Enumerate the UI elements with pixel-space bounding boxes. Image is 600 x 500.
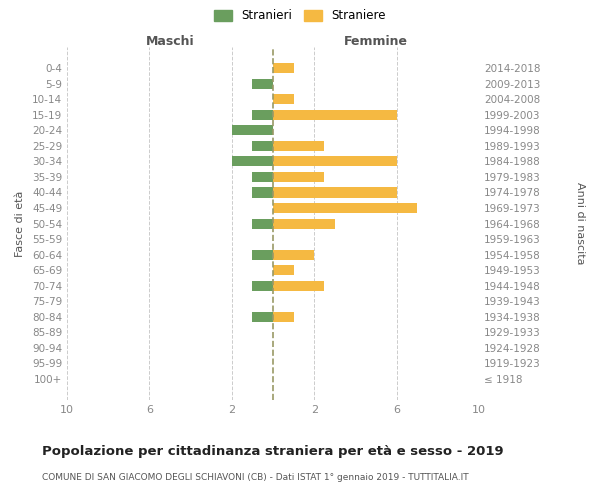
- Bar: [273, 110, 397, 120]
- Bar: [273, 156, 397, 166]
- Bar: [232, 126, 273, 136]
- Bar: [273, 203, 417, 213]
- Bar: [273, 218, 335, 228]
- Bar: [273, 94, 293, 104]
- Bar: [273, 312, 293, 322]
- Text: Popolazione per cittadinanza straniera per età e sesso - 2019: Popolazione per cittadinanza straniera p…: [42, 445, 503, 458]
- Bar: [253, 312, 273, 322]
- Bar: [253, 172, 273, 182]
- Y-axis label: Fasce di età: Fasce di età: [15, 190, 25, 257]
- Legend: Stranieri, Straniere: Stranieri, Straniere: [211, 6, 389, 26]
- Bar: [232, 156, 273, 166]
- Bar: [253, 188, 273, 198]
- Bar: [253, 110, 273, 120]
- Bar: [253, 250, 273, 260]
- Bar: [273, 280, 325, 291]
- Bar: [273, 172, 325, 182]
- Bar: [273, 250, 314, 260]
- Y-axis label: Anni di nascita: Anni di nascita: [575, 182, 585, 265]
- Bar: [253, 280, 273, 291]
- Bar: [253, 78, 273, 88]
- Bar: [253, 218, 273, 228]
- Text: Maschi: Maschi: [146, 35, 194, 48]
- Bar: [273, 265, 293, 276]
- Text: COMUNE DI SAN GIACOMO DEGLI SCHIAVONI (CB) - Dati ISTAT 1° gennaio 2019 - TUTTIT: COMUNE DI SAN GIACOMO DEGLI SCHIAVONI (C…: [42, 472, 469, 482]
- Bar: [253, 141, 273, 151]
- Bar: [273, 63, 293, 73]
- Bar: [273, 141, 325, 151]
- Text: Femmine: Femmine: [344, 35, 408, 48]
- Bar: [273, 188, 397, 198]
